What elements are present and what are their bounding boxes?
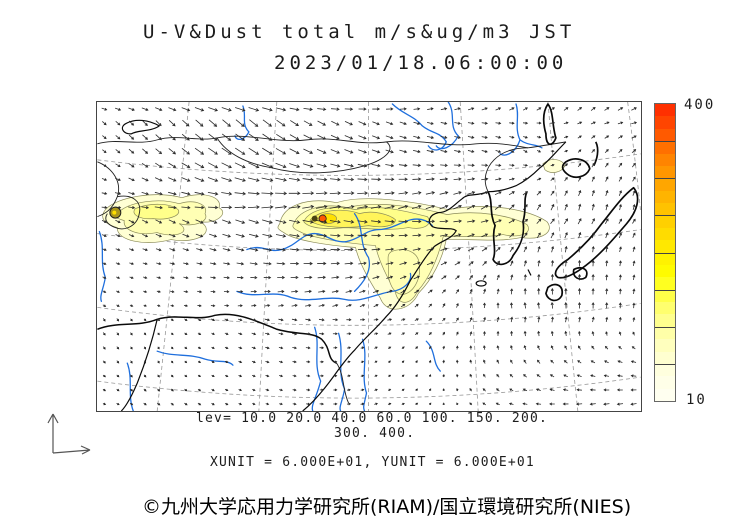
dust-contours	[102, 159, 566, 310]
colorbar-max-label: 400	[684, 97, 716, 113]
copyright-text: ©九州大学応用力学研究所(RIAM)/国立環境研究所(NIES)	[142, 496, 632, 518]
china-coast	[302, 191, 489, 411]
map-canvas	[96, 101, 642, 412]
colorbar-step	[655, 314, 675, 327]
axis-units-text: XUNIT = 6.000E+01, YUNIT = 6.000E+01	[210, 455, 535, 470]
colorbar-tick	[655, 215, 675, 217]
jeju-island	[475, 280, 487, 287]
colorbar-step	[655, 302, 675, 315]
honshu	[554, 186, 639, 279]
colorbar-step	[655, 339, 675, 352]
colorbar-step	[655, 227, 675, 241]
colorbar-step	[655, 165, 675, 179]
dust-peak-markers	[109, 206, 327, 223]
colorbar-tick	[655, 178, 675, 180]
dust-area-tarim-l3	[133, 203, 180, 220]
colorbar-step	[655, 190, 675, 203]
plot-title: U-V&Dust total m/s&ug/m3 JST	[143, 21, 576, 43]
colorbar-step	[655, 240, 675, 253]
colorbar-step	[655, 104, 675, 117]
islands	[475, 103, 639, 302]
contour-levels-line2: 300. 400.	[334, 426, 416, 441]
kyushu	[545, 283, 564, 302]
wind-vectors-layer	[101, 106, 638, 406]
colorbar-step	[655, 141, 675, 154]
wind-arrows	[101, 106, 638, 406]
colorbar-step	[655, 215, 675, 228]
colorbar-step	[655, 252, 675, 265]
tsushima	[527, 269, 532, 276]
map-svg	[97, 102, 641, 411]
colorbar-tick	[655, 141, 675, 143]
colorbar-step	[655, 363, 675, 377]
colorbar-step	[655, 351, 675, 364]
rivers	[98, 102, 543, 411]
sakhalin	[542, 103, 557, 146]
y-axis-arrow	[47, 413, 59, 453]
coastlines	[97, 119, 567, 411]
colorbar-step	[655, 203, 675, 216]
national-borders	[97, 135, 566, 404]
axis-orientation-arrows	[47, 413, 91, 455]
colorbar-step	[655, 128, 675, 142]
colorbar-min-label: 10	[686, 392, 707, 408]
dust-area-vladivostok	[542, 159, 566, 173]
colorbar-tick	[655, 363, 675, 365]
india-border	[120, 319, 158, 411]
x-axis-arrow	[52, 445, 91, 455]
colorbar-step	[655, 178, 675, 191]
mongolia-border	[216, 137, 391, 174]
lake-balkhash	[121, 119, 160, 135]
plot-timestamp: 2023/01/18.06:00:00	[274, 52, 568, 74]
colorbar-tick	[655, 289, 675, 291]
shikoku	[572, 267, 588, 280]
colorbar-step	[655, 277, 675, 290]
colorbar	[654, 103, 676, 402]
colorbar-step	[655, 153, 675, 166]
hokkaido	[561, 158, 591, 179]
kuril-island	[593, 141, 599, 167]
colorbar-step	[655, 116, 675, 129]
colorbar-step	[655, 264, 675, 278]
colorbar-step	[655, 326, 675, 340]
colorbar-tick	[655, 326, 675, 328]
amur-river	[435, 102, 459, 150]
himalaya-border	[97, 313, 337, 364]
colorbar-step	[655, 289, 675, 302]
yangtze-river	[236, 272, 412, 301]
lake-baikal	[391, 103, 447, 151]
korea-peninsula	[487, 191, 528, 266]
colorbar-step	[655, 376, 675, 389]
colorbar-step	[655, 388, 675, 401]
primorye-coast	[488, 141, 567, 193]
peak-dot-tarim-core	[112, 210, 117, 215]
colorbar-tick	[655, 252, 675, 254]
contour-levels-line1: lev= 10.0 20.0 40.0 60.0 100. 150. 200.	[196, 411, 549, 426]
peak-smudge-central	[311, 215, 318, 222]
